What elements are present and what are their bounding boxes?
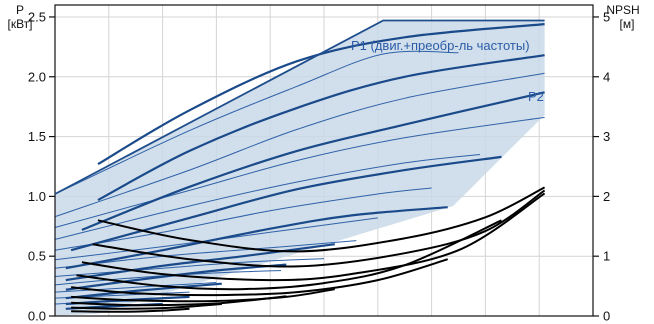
p2-curve [54,154,481,240]
left-tick-label: 1.5 [28,129,46,144]
npsh-curve [76,219,502,291]
p1-curve [81,91,545,231]
npsh-curve [71,303,222,310]
p1-curve [97,23,545,166]
left-tick-label: 0.0 [28,309,46,324]
right-tick-label: 0 [603,309,610,324]
npsh-curve [81,192,546,282]
p2-curve [54,72,545,218]
left-tick-label: 2.0 [28,69,46,84]
npsh-curve [92,189,546,268]
npsh-curve [71,288,335,303]
p1-annotation: P1 (двиг.+преобр-ль частоты) [351,38,530,53]
p2-curve [54,116,545,228]
right-tick-label: 2 [603,189,610,204]
p2-annotation: P2 [528,89,544,104]
left-tick-label: 2.5 [28,9,46,24]
right-tick-label: 1 [603,249,610,264]
left-axis-ticks: 0.0 0.5 1.0 1.5 2.0 2.5 [28,9,55,324]
left-tick-label: 1.0 [28,189,46,204]
right-axis-ticks: 0 1 2 3 4 5 [593,9,610,324]
right-axis-title: NPSH [606,3,639,17]
p2-curve [54,50,459,195]
right-tick-label: 3 [603,129,610,144]
p2-curve [54,258,325,277]
right-tick-label: 5 [603,9,610,24]
left-tick-label: 0.5 [28,249,46,264]
p1-max-line [54,19,545,195]
npsh-curve [71,258,448,297]
left-axis-unit: [кВт] [7,17,32,31]
p2-curve [54,282,217,293]
p1-curve [97,54,545,201]
right-axis-unit: [м] [620,17,635,31]
plot-frame [54,4,594,317]
npsh-curve [71,295,287,307]
p2-curve [54,187,432,251]
left-axis-title: P [16,3,24,17]
npsh-curve [97,186,546,253]
npsh-curves [71,186,546,313]
p1-curve [65,282,222,300]
p1-curve [65,206,448,270]
right-tick-label: 4 [603,69,610,84]
npsh-curve [71,307,190,313]
